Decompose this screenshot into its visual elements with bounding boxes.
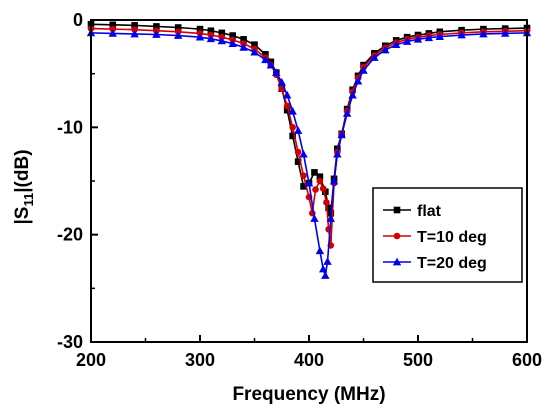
legend-item: T=20 deg: [383, 255, 487, 272]
legend-label: T=20 deg: [417, 255, 487, 272]
data-point: [251, 41, 258, 48]
data-point: [294, 148, 302, 156]
data-point: [289, 132, 296, 140]
legend-item: flat: [383, 203, 442, 220]
data-point: [289, 124, 296, 131]
data-point: [174, 31, 183, 39]
y-axis-title-tail: |(dB): [12, 149, 33, 192]
data-point: [326, 214, 335, 222]
data-point: [353, 76, 363, 85]
data-point: [348, 90, 357, 99]
data-point: [109, 21, 117, 29]
data-point: [392, 40, 401, 49]
data-point: [153, 23, 160, 30]
data-point: [217, 36, 226, 45]
legend-label: flat: [417, 203, 442, 220]
axis-ticks: 200 300 400 500 600 0 -10 -20 -30: [57, 10, 542, 370]
data-point: [370, 53, 379, 61]
data-point: [300, 183, 307, 190]
legend: flat T=10 deg T=20 deg: [372, 187, 523, 283]
data-point: [293, 126, 303, 134]
data-point: [131, 22, 138, 29]
data-point: [283, 106, 291, 114]
data-point: [323, 257, 332, 265]
data-point: [318, 264, 328, 273]
data-point: [206, 34, 216, 43]
data-point: [266, 60, 276, 69]
data-point: [312, 186, 319, 193]
data-point: [300, 172, 307, 179]
data-point: [325, 204, 332, 212]
data-point: [337, 130, 346, 139]
data-point: [218, 29, 226, 37]
x-tick-label: 600: [512, 350, 542, 370]
data-point: [261, 55, 270, 64]
data-point: [333, 149, 342, 158]
x-tick-label: 300: [185, 350, 215, 370]
data-point: [299, 149, 308, 158]
y-axis-title-subscript: 11: [21, 193, 36, 207]
data-point: [109, 25, 117, 33]
y-tick-label: 0: [73, 10, 83, 30]
data-point: [304, 178, 314, 187]
data-point: [501, 29, 510, 37]
data-point: [381, 45, 390, 54]
data-point: [174, 24, 182, 31]
y-tick-label: -10: [57, 117, 83, 137]
legend-label: T=10 deg: [417, 229, 487, 246]
data-point: [131, 26, 138, 33]
data-point: [277, 78, 286, 86]
data-point: [311, 169, 318, 176]
x-tick-label: 200: [76, 350, 106, 370]
data-point: [342, 109, 352, 117]
data-point: [272, 68, 281, 76]
y-axis-title-main: |S: [12, 207, 33, 225]
y-tick-label: -20: [57, 225, 83, 245]
x-tick-label: 400: [294, 350, 324, 370]
data-point: [402, 37, 412, 45]
data-point: [435, 32, 444, 40]
data-point: [316, 177, 324, 185]
data-point: [288, 107, 297, 115]
data-point: [316, 173, 324, 181]
data-point: [294, 158, 302, 165]
data-point: [321, 271, 330, 279]
data-point: [108, 29, 117, 37]
data-point: [457, 30, 466, 39]
data-point: [479, 29, 488, 38]
data-point: [323, 199, 330, 206]
data-point: [152, 30, 161, 38]
data-point: [228, 39, 237, 47]
data-point: [310, 214, 319, 222]
data-point: [239, 43, 248, 51]
y-tick-label: -30: [57, 332, 83, 352]
legend-marker: [393, 206, 401, 214]
data-point: [250, 48, 259, 56]
x-tick-label: 500: [403, 350, 433, 370]
data-point: [315, 246, 325, 255]
data-point: [196, 25, 204, 33]
legend-marker: [392, 257, 402, 266]
legend-marker: [393, 232, 401, 240]
data-point: [195, 32, 205, 41]
data-point: [319, 185, 327, 192]
data-point: [359, 66, 368, 74]
data-point: [413, 35, 423, 43]
data-point: [329, 176, 339, 185]
plot-layer: [86, 20, 532, 279]
data-point: [283, 90, 292, 99]
data-point: [424, 33, 434, 42]
legend-item: T=10 deg: [383, 229, 487, 246]
series-t-20-deg: [86, 28, 532, 279]
data-point: [207, 27, 215, 35]
data-point: [322, 188, 329, 196]
data-point: [240, 36, 247, 43]
y-axis-title: |S11|(dB): [12, 149, 36, 224]
data-point: [283, 102, 291, 110]
data-point: [229, 32, 236, 39]
data-point: [130, 29, 139, 38]
x-axis-title: Frequency (MHz): [232, 384, 385, 405]
